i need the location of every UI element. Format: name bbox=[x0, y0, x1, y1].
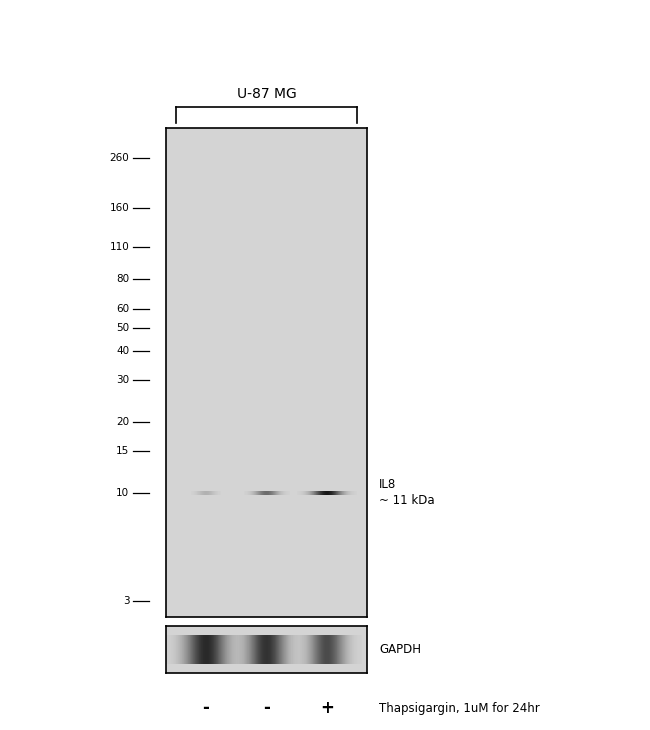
Text: -: - bbox=[263, 699, 270, 717]
Text: 60: 60 bbox=[116, 304, 129, 314]
Text: 260: 260 bbox=[110, 153, 129, 164]
Text: 50: 50 bbox=[116, 323, 129, 333]
Text: IL8: IL8 bbox=[379, 478, 396, 491]
Text: 160: 160 bbox=[110, 203, 129, 213]
Text: ~ 11 kDa: ~ 11 kDa bbox=[379, 494, 435, 507]
Text: 15: 15 bbox=[116, 447, 129, 456]
Text: U-87 MG: U-87 MG bbox=[237, 88, 296, 101]
Text: 40: 40 bbox=[116, 346, 129, 356]
Text: -: - bbox=[203, 699, 209, 717]
Text: 110: 110 bbox=[110, 242, 129, 252]
Text: 80: 80 bbox=[116, 274, 129, 285]
Text: 3: 3 bbox=[123, 596, 129, 606]
Text: 20: 20 bbox=[116, 417, 129, 427]
Text: +: + bbox=[320, 699, 334, 717]
Text: GAPDH: GAPDH bbox=[379, 643, 421, 656]
Text: 30: 30 bbox=[116, 375, 129, 385]
Text: Thapsigargin, 1uM for 24hr: Thapsigargin, 1uM for 24hr bbox=[379, 702, 540, 715]
Text: 10: 10 bbox=[116, 488, 129, 498]
